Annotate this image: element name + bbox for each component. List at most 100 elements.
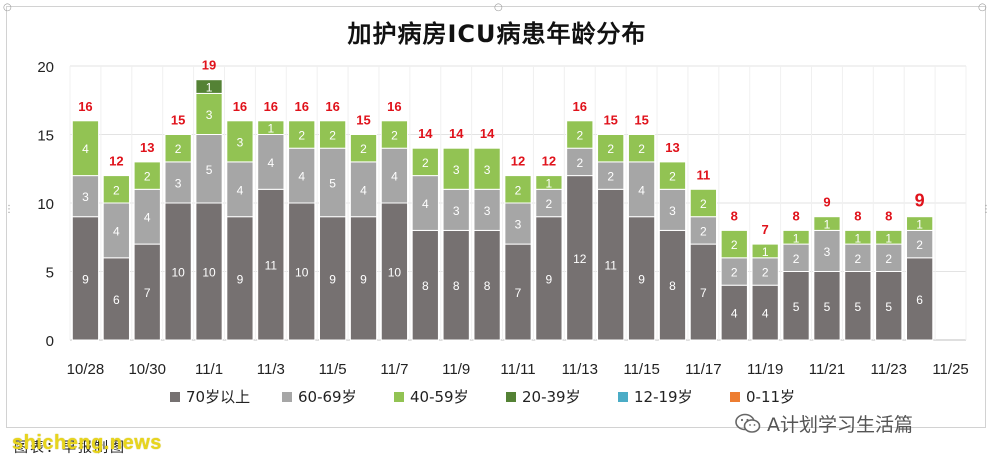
segment-value-label: 2: [298, 129, 305, 143]
x-tick-label: 11/3: [257, 361, 285, 378]
total-value-label: 16: [78, 99, 92, 114]
bar-segment: [133, 188, 161, 245]
segment-value-label: 1: [855, 231, 862, 245]
bar-segment: [164, 134, 192, 163]
bar-segment: [442, 188, 470, 231]
bar-segment: [318, 216, 347, 341]
x-tick-label: 11/7: [380, 361, 408, 378]
resize-handle-right[interactable]: ⋮: [981, 204, 991, 215]
source-caption: 图表：早报制图: [14, 440, 126, 456]
bar-segment: [349, 216, 378, 341]
segment-value-label: 2: [669, 170, 676, 184]
bar-segment: [318, 147, 347, 218]
bar-segment: [627, 161, 656, 218]
legend-swatch: [618, 392, 628, 402]
segment-value-label: 4: [298, 170, 305, 184]
segment-value-label: 2: [731, 238, 738, 252]
segment-value-label: 5: [855, 300, 862, 314]
bar-segment: [411, 147, 439, 177]
bar-segment: [504, 175, 532, 204]
bar-segment: [720, 284, 748, 341]
segment-value-label: 11: [265, 259, 278, 273]
segment-value-label: 8: [484, 279, 491, 293]
segment-value-label: 2: [762, 266, 769, 280]
x-tick-label: 11/9: [442, 361, 470, 378]
bar-segment: [349, 134, 378, 163]
segment-value-label: 9: [360, 272, 367, 286]
segment-value-label: 3: [824, 245, 831, 259]
resize-handle-top-right[interactable]: ○: [978, 2, 987, 13]
total-value-label: 19: [202, 58, 216, 73]
segment-value-label: 1: [267, 122, 274, 136]
y-tick-label: 5: [46, 265, 54, 282]
bar-segment: [318, 120, 347, 149]
segment-value-label: 8: [669, 279, 676, 293]
legend-label: 0-11岁: [746, 388, 795, 406]
site-watermark: shicheng.news: [12, 432, 162, 454]
segment-value-label: 10: [295, 266, 309, 280]
segment-value-label: 9: [237, 272, 244, 286]
bar-segment: [813, 271, 841, 341]
x-tick-label: 11/1: [195, 361, 223, 378]
account-watermark-text: A计划学习生活篇: [767, 414, 913, 436]
segment-value-label: 1: [546, 176, 553, 190]
bar-segment: [288, 120, 316, 149]
segment-value-label: 3: [237, 135, 244, 149]
account-watermark: A计划学习生活篇: [735, 410, 913, 437]
bar-segment: [288, 147, 316, 204]
x-tick-label: 10/28: [67, 361, 105, 378]
segment-value-label: 2: [607, 170, 614, 184]
chart-title: 加护病房ICU病患年龄分布: [347, 20, 647, 48]
total-value-label: 16: [387, 99, 401, 114]
segment-value-label: 3: [453, 204, 460, 218]
bar-segment: [627, 134, 656, 163]
segment-value-label: 2: [113, 183, 120, 197]
segment-value-label: 3: [206, 108, 213, 122]
segment-value-label: 6: [916, 293, 923, 307]
segment-value-label: 2: [916, 238, 923, 252]
segment-value-label: 3: [82, 190, 89, 204]
segment-value-label: 4: [762, 307, 769, 321]
segment-value-label: 10: [171, 266, 185, 280]
bar-segment: [257, 120, 285, 136]
legend-swatch: [170, 392, 180, 402]
x-tick-label: 11/13: [562, 361, 598, 378]
segment-value-label: 9: [82, 272, 89, 286]
bar-segment: [195, 79, 223, 94]
bar-segment: [473, 229, 501, 341]
y-tick-label: 0: [46, 333, 54, 350]
bar-segment: [164, 161, 192, 204]
bar-segment: [504, 243, 532, 341]
segment-value-label: 5: [885, 300, 892, 314]
legend-label: 20-39岁: [522, 388, 581, 406]
bar-segment: [658, 229, 687, 341]
resize-handle-left[interactable]: ⋮: [4, 204, 14, 215]
segment-value-label: 2: [576, 129, 583, 143]
resize-handle-top-left[interactable]: ○: [3, 2, 12, 13]
segment-value-label: 2: [144, 170, 151, 184]
legend-label: 40-59岁: [410, 388, 469, 406]
bar-segment: [164, 202, 192, 341]
segment-value-label: 4: [267, 156, 274, 170]
bar-segment: [751, 243, 779, 259]
segment-value-label: 1: [916, 218, 923, 232]
bar-segment: [906, 257, 934, 341]
x-tick-label: 11/21: [809, 361, 845, 378]
segment-value-label: 10: [202, 266, 216, 280]
segment-value-label: 2: [638, 142, 645, 156]
total-value-label: 15: [356, 113, 370, 128]
bar-segment: [380, 147, 409, 204]
y-tick-label: 10: [37, 196, 54, 213]
legend-swatch: [282, 392, 292, 402]
total-value-label: 16: [573, 99, 587, 114]
resize-handle-top[interactable]: ○: [494, 2, 503, 13]
bar-segment: [906, 229, 934, 259]
bar-segment: [473, 188, 501, 231]
y-tick-label: 15: [37, 128, 54, 145]
segment-value-label: 2: [855, 252, 862, 266]
bar-segment: [226, 120, 254, 163]
x-tick-label: 11/15: [623, 361, 659, 378]
segment-value-label: 5: [793, 300, 800, 314]
segment-value-label: 6: [113, 293, 120, 307]
